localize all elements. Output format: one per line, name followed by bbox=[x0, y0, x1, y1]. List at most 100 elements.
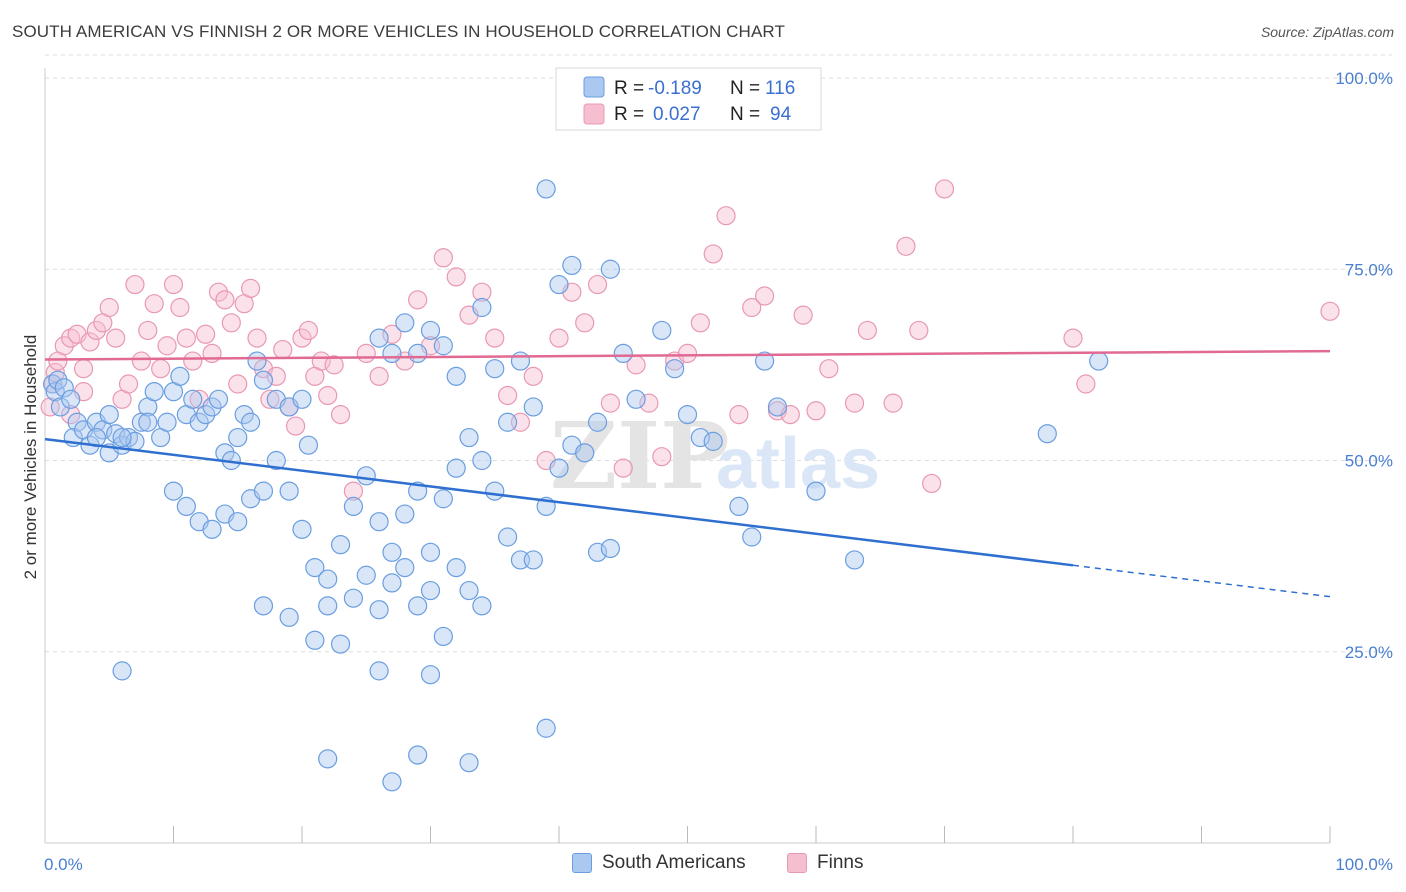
finns-point-38 bbox=[273, 339, 293, 360]
finns-point-84 bbox=[806, 401, 826, 421]
finns-point-87 bbox=[857, 320, 878, 341]
south-americans-point-87 bbox=[369, 600, 389, 620]
south-americans-point-94 bbox=[459, 580, 479, 601]
x-ticks bbox=[173, 826, 1331, 843]
finns-point-22 bbox=[170, 297, 190, 318]
finns-point-30 bbox=[221, 313, 241, 333]
south-americans-point-25 bbox=[183, 389, 203, 409]
finns-point-11 bbox=[99, 297, 119, 318]
legend-blue-n-value: 116 bbox=[765, 78, 795, 99]
finns-point-68 bbox=[600, 393, 621, 413]
finns-point-66 bbox=[575, 313, 595, 333]
south-americans-point-75 bbox=[549, 458, 569, 478]
south-americans-point-117 bbox=[613, 343, 633, 363]
finns-point-8 bbox=[80, 332, 100, 352]
south-americans-trend-extension bbox=[1072, 564, 1331, 598]
finns-point-96 bbox=[61, 405, 81, 425]
south-americans-point-115 bbox=[562, 255, 582, 276]
finns-point-37 bbox=[266, 366, 286, 386]
south-americans-point-68 bbox=[459, 427, 479, 448]
finns-point-31 bbox=[228, 374, 248, 394]
south-americans-point-54 bbox=[279, 481, 299, 501]
south-americans-point-69 bbox=[472, 450, 492, 471]
south-americans-point-88 bbox=[382, 573, 402, 593]
south-americans-point-105 bbox=[382, 343, 402, 363]
finns-point-40 bbox=[285, 416, 306, 436]
finns-point-69 bbox=[613, 458, 633, 478]
finns-point-89 bbox=[896, 236, 916, 256]
south-americans-point-35 bbox=[247, 351, 267, 371]
finns-point-4 bbox=[54, 336, 74, 356]
south-americans-trend-line bbox=[44, 437, 1074, 567]
south-americans-point-114 bbox=[549, 274, 569, 295]
south-americans-point-77 bbox=[575, 443, 595, 463]
south-americans-point-58 bbox=[330, 535, 351, 555]
south-americans-point-3 bbox=[54, 378, 74, 398]
finns-point-88 bbox=[883, 393, 903, 413]
finns-point-79 bbox=[742, 297, 762, 318]
legend-pink-swatch bbox=[583, 103, 605, 125]
bottom-legend: South Americans Finns bbox=[0, 850, 1406, 880]
south-americans-point-89 bbox=[395, 557, 415, 578]
finns-point-62 bbox=[523, 366, 543, 386]
south-americans-point-67 bbox=[446, 458, 466, 478]
finns-point-85 bbox=[819, 359, 839, 379]
south-americans-point-34 bbox=[241, 412, 261, 432]
finns-point-24 bbox=[183, 351, 203, 371]
legend-label-south-americans: South Americans bbox=[602, 852, 746, 873]
south-americans-point-56 bbox=[305, 557, 325, 578]
watermark: ZIP atlas bbox=[550, 402, 880, 510]
finns-point-91 bbox=[922, 473, 942, 494]
south-americans-point-118 bbox=[665, 359, 685, 379]
south-americans-point-50 bbox=[228, 512, 248, 532]
finns-point-46 bbox=[324, 355, 344, 375]
finns-point-21 bbox=[163, 274, 184, 295]
trend-lines bbox=[44, 349, 1331, 598]
south-americans-point-32 bbox=[228, 427, 248, 448]
south-americans-point-116 bbox=[600, 259, 621, 279]
legend-blue-swatch bbox=[583, 76, 605, 98]
south-americans-swatch bbox=[572, 853, 592, 873]
finns-point-56 bbox=[446, 267, 466, 287]
south-americans-point-129 bbox=[1089, 351, 1109, 371]
south-americans-point-135 bbox=[472, 297, 492, 318]
south-americans-point-106 bbox=[395, 313, 415, 333]
y-tick-label-100: 100.0% bbox=[1335, 69, 1393, 88]
finns-point-0 bbox=[40, 397, 60, 417]
south-americans-point-19 bbox=[144, 382, 164, 402]
finns-point-20 bbox=[157, 336, 177, 356]
south-americans-point-2 bbox=[48, 370, 68, 390]
south-americans-point-61 bbox=[369, 512, 389, 532]
finns-point-45 bbox=[318, 385, 338, 406]
finns-point-83 bbox=[793, 305, 813, 325]
south-americans-point-6 bbox=[67, 412, 87, 432]
legend-blue-r-label: R = bbox=[614, 78, 644, 99]
south-americans-point-111 bbox=[510, 351, 531, 371]
finns-point-17 bbox=[138, 320, 158, 341]
chart-title: SOUTH AMERICAN VS FINNISH 2 OR MORE VEHI… bbox=[12, 22, 785, 41]
south-americans-point-73 bbox=[523, 550, 543, 570]
finns-point-19 bbox=[151, 359, 171, 379]
legend-blue-n-label: N = bbox=[730, 78, 760, 99]
finns-points bbox=[40, 179, 1340, 501]
south-americans-point-5 bbox=[61, 389, 81, 409]
south-americans-point-107 bbox=[408, 343, 428, 363]
south-americans-point-84 bbox=[330, 634, 351, 654]
south-americans-point-28 bbox=[202, 397, 222, 417]
south-americans-point-125 bbox=[767, 397, 788, 417]
south-americans-point-79 bbox=[600, 538, 621, 559]
south-americans-point-71 bbox=[498, 527, 518, 547]
y-tick-label-25: 25.0% bbox=[1345, 643, 1393, 662]
south-americans-point-99 bbox=[382, 772, 402, 792]
finns-point-59 bbox=[485, 328, 505, 348]
finns-point-33 bbox=[241, 278, 261, 298]
south-americans-point-83 bbox=[318, 596, 338, 616]
south-americans-point-55 bbox=[292, 519, 312, 539]
south-americans-point-110 bbox=[446, 366, 466, 386]
south-americans-point-90 bbox=[408, 596, 428, 616]
finns-point-90 bbox=[909, 320, 929, 341]
south-americans-point-23 bbox=[170, 366, 190, 386]
south-americans-point-120 bbox=[690, 427, 710, 448]
south-americans-point-123 bbox=[742, 527, 762, 547]
